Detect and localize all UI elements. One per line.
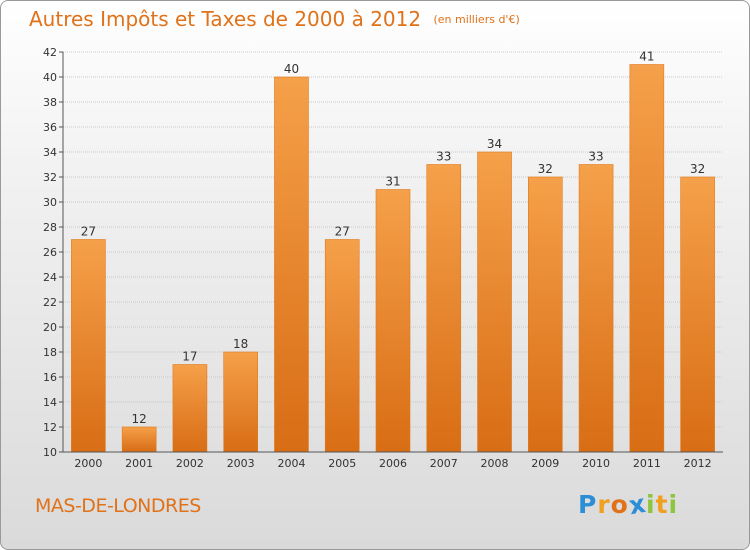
x-tick-label: 2009 bbox=[531, 457, 559, 470]
x-tick-label: 2006 bbox=[379, 457, 407, 470]
chart-title: Autres Impôts et Taxes de 2000 à 2012 (e… bbox=[29, 7, 520, 31]
x-tick-label: 2002 bbox=[176, 457, 204, 470]
y-tick-label: 24 bbox=[43, 271, 57, 284]
bar bbox=[680, 177, 715, 452]
bar-value-label: 33 bbox=[588, 150, 603, 164]
bars: 27 12 17 18 40 27 31 33 34 32 33 41 32 bbox=[71, 50, 715, 453]
bar-value-label: 18 bbox=[233, 337, 248, 351]
bar-value-label: 27 bbox=[81, 225, 96, 239]
x-tick-label: 2000 bbox=[74, 457, 102, 470]
bar bbox=[528, 177, 563, 452]
y-tick-label: 18 bbox=[43, 346, 57, 359]
y-tick-label: 40 bbox=[43, 71, 57, 84]
proxiti-logo: Proxiti bbox=[578, 489, 679, 521]
x-tick-label: 2005 bbox=[328, 457, 356, 470]
bar bbox=[477, 152, 512, 452]
bar bbox=[274, 77, 309, 452]
x-tick-label: 2011 bbox=[633, 457, 661, 470]
bar bbox=[629, 64, 664, 452]
y-tick-label: 22 bbox=[43, 296, 57, 309]
bar-value-label: 33 bbox=[436, 150, 451, 164]
chart-subtitle: (en milliers d'€) bbox=[433, 13, 520, 26]
y-tick-label: 20 bbox=[43, 321, 57, 334]
logo-letter: r bbox=[597, 490, 611, 519]
bar bbox=[426, 164, 461, 452]
bar bbox=[122, 427, 157, 452]
bar-value-label: 34 bbox=[487, 137, 502, 151]
bar-value-label: 17 bbox=[182, 350, 197, 364]
y-tick-label: 32 bbox=[43, 171, 57, 184]
bar-value-label: 32 bbox=[690, 162, 705, 176]
x-tick-label: 2004 bbox=[277, 457, 305, 470]
bar-value-label: 41 bbox=[639, 50, 654, 64]
bar bbox=[376, 189, 410, 452]
x-tick-label: 2003 bbox=[227, 457, 255, 470]
y-tick-label: 28 bbox=[43, 221, 57, 234]
x-tick-label: 2008 bbox=[481, 457, 509, 470]
y-tick-label: 42 bbox=[43, 46, 57, 59]
logo-letter: P bbox=[578, 490, 598, 519]
bar-value-label: 32 bbox=[538, 162, 553, 176]
bar bbox=[325, 239, 360, 452]
bar-value-label: 27 bbox=[335, 225, 350, 239]
logo-letter: o bbox=[610, 490, 629, 519]
y-axis: 10 12 14 16 18 20 22 24 26 28 30 32 34 36 38 40 42 bbox=[43, 46, 64, 459]
y-tick-label: 26 bbox=[43, 246, 57, 259]
x-tick-label: 2001 bbox=[125, 457, 153, 470]
chart-title-text: Autres Impôts et Taxes de 2000 à 2012 bbox=[29, 7, 422, 31]
y-tick-label: 34 bbox=[43, 146, 57, 159]
commune-name: MAS-DE-LONDRES bbox=[35, 495, 201, 517]
bar-value-label: 12 bbox=[132, 412, 147, 426]
y-tick-label: 12 bbox=[43, 421, 57, 434]
bar-value-label: 31 bbox=[385, 175, 400, 189]
y-tick-label: 38 bbox=[43, 96, 57, 109]
x-tick-label: 2007 bbox=[430, 457, 458, 470]
bar bbox=[579, 164, 614, 452]
y-tick-label: 36 bbox=[43, 121, 57, 134]
bar bbox=[71, 239, 106, 452]
y-tick-label: 16 bbox=[43, 371, 57, 384]
y-tick-label: 14 bbox=[43, 396, 57, 409]
bar bbox=[172, 364, 207, 452]
x-tick-label: 2010 bbox=[582, 457, 610, 470]
bar-value-label: 40 bbox=[284, 62, 299, 76]
logo-letter: i bbox=[646, 490, 656, 519]
logo-letter: t bbox=[655, 490, 669, 519]
x-axis: 2000 2001 2002 2003 2004 2005 2006 2007 2008 2009… bbox=[63, 451, 723, 470]
bar bbox=[223, 352, 258, 452]
logo-letter: i bbox=[668, 490, 679, 519]
x-tick-label: 2012 bbox=[684, 457, 712, 470]
y-tick-label: 30 bbox=[43, 196, 57, 209]
y-tick-label: 10 bbox=[43, 446, 57, 459]
